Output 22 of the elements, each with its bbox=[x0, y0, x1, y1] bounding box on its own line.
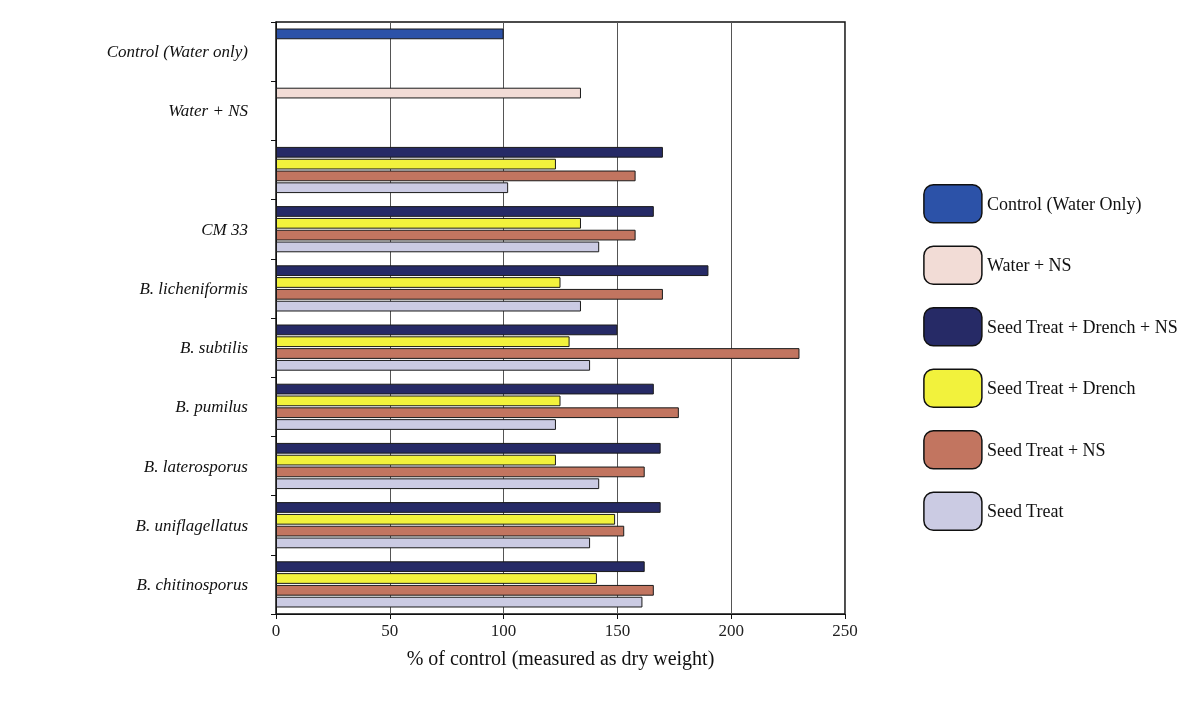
legend-label: Water + NS bbox=[986, 255, 1072, 276]
legend-label: Seed Treat + Drench bbox=[986, 378, 1136, 399]
x-tick-label: 250 bbox=[832, 621, 858, 640]
x-tick-label: 200 bbox=[718, 621, 744, 640]
y-tick-label: B. uniflagellatus bbox=[135, 515, 249, 535]
y-tick-label: B. pumilus bbox=[175, 397, 249, 417]
legend-label: Seed Treat bbox=[986, 501, 1064, 522]
x-tick-label: 50 bbox=[381, 621, 399, 640]
y-tick-label: B. laterosporus bbox=[143, 456, 249, 476]
y-tick-label: Water + NS bbox=[168, 101, 249, 121]
x-tick-label: 150 bbox=[604, 621, 631, 640]
x-tick-label: 100 bbox=[490, 621, 517, 640]
y-tick-label: CM 33 bbox=[201, 219, 248, 239]
legend-label: Seed Treat + NS bbox=[986, 439, 1106, 460]
y-tick-label: B. subtilis bbox=[179, 338, 249, 358]
x-axis-title: % of control (measured as dry weight) bbox=[406, 647, 715, 670]
y-tick-label: B. licheniformis bbox=[139, 278, 249, 298]
legend-label: Seed Treat + Drench + NS bbox=[986, 316, 1178, 337]
x-tick-label: 0 bbox=[271, 621, 281, 640]
legend-label: Control (Water Only) bbox=[986, 193, 1142, 215]
y-tick-label: Control (Water only) bbox=[106, 42, 249, 62]
y-tick-label: B. chitinosporus bbox=[136, 574, 249, 594]
